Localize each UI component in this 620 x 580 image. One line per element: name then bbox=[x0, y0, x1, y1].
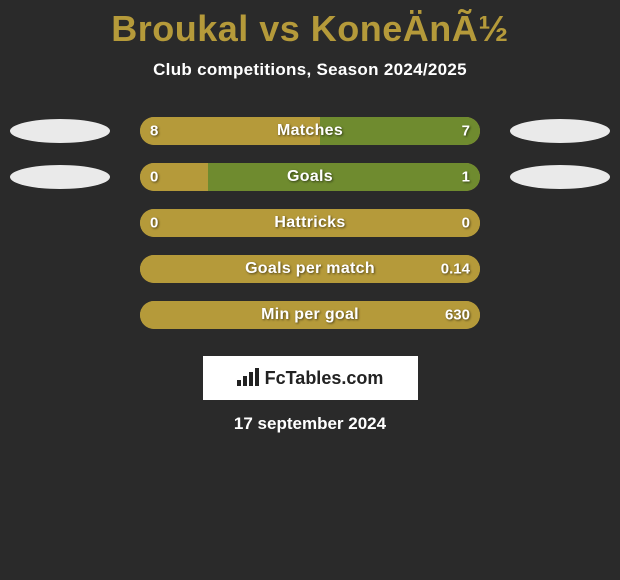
stat-bar-right-fill bbox=[320, 117, 480, 145]
page-title: Broukal vs KoneÄnÃ½ bbox=[0, 0, 620, 50]
stat-bar: Matches87 bbox=[140, 117, 480, 145]
player-right-ellipse bbox=[510, 119, 610, 143]
player-left-ellipse bbox=[10, 119, 110, 143]
logo-text: FcTables.com bbox=[265, 368, 384, 389]
page-subtitle: Club competitions, Season 2024/2025 bbox=[0, 60, 620, 80]
stat-row: Min per goal630 bbox=[0, 292, 620, 338]
stat-bar-right-fill bbox=[208, 163, 480, 191]
stat-bar-left-fill bbox=[140, 301, 480, 329]
stat-row: Goals01 bbox=[0, 154, 620, 200]
stat-bar: Goals01 bbox=[140, 163, 480, 191]
stat-bar: Hattricks00 bbox=[140, 209, 480, 237]
stat-row: Goals per match0.14 bbox=[0, 246, 620, 292]
stat-bar-left-fill bbox=[140, 163, 208, 191]
stat-bar-left-fill bbox=[140, 117, 320, 145]
stat-bar: Min per goal630 bbox=[140, 301, 480, 329]
stat-row: Hattricks00 bbox=[0, 200, 620, 246]
stat-row: Matches87 bbox=[0, 108, 620, 154]
stat-bar: Goals per match0.14 bbox=[140, 255, 480, 283]
stats-container: Matches87 Goals01 Hattricks00 Goals per mat… bbox=[0, 108, 620, 338]
bar-chart-icon bbox=[237, 370, 259, 386]
player-left-ellipse bbox=[10, 165, 110, 189]
stat-bar-left-fill bbox=[140, 209, 480, 237]
stat-bar-left-fill bbox=[140, 255, 480, 283]
date-label: 17 september 2024 bbox=[0, 414, 620, 434]
fctables-logo-link[interactable]: FcTables.com bbox=[203, 356, 418, 400]
player-right-ellipse bbox=[510, 165, 610, 189]
